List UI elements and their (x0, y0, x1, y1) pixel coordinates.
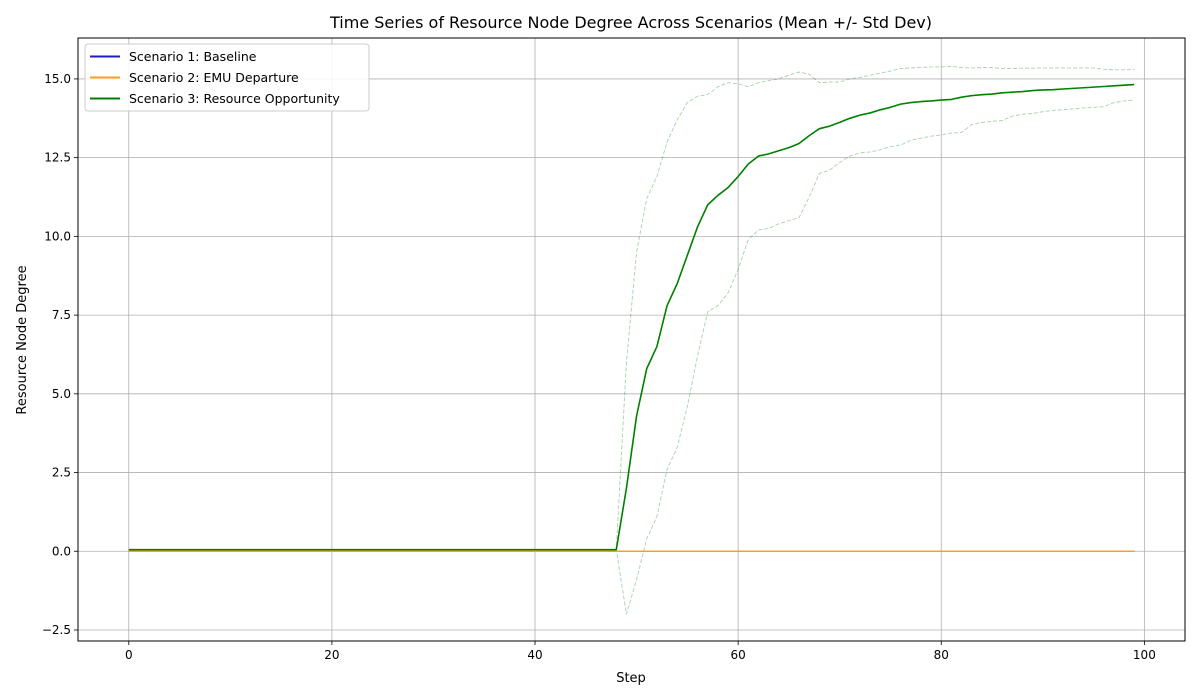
y-tick-label: 10.0 (44, 229, 71, 243)
series-lower-std-resource-opportunity (128, 99, 1135, 615)
chart-title: Time Series of Resource Node Degree Acro… (329, 13, 932, 32)
y-tick-label: −2.5 (42, 623, 71, 637)
x-tick-label: 20 (324, 648, 339, 662)
series-layer (128, 65, 1135, 615)
x-tick-label: 100 (1133, 648, 1156, 662)
y-tick-label: 7.5 (52, 308, 71, 322)
y-axis-label: Resource Node Degree (15, 265, 30, 414)
legend-label-baseline: Scenario 1: Baseline (129, 49, 257, 64)
x-tick-label: 60 (730, 648, 745, 662)
legend-label-resource-opportunity: Scenario 3: Resource Opportunity (129, 91, 340, 106)
x-tick-label: 0 (125, 648, 133, 662)
y-tick-label: 12.5 (44, 151, 71, 165)
plot-frame (77, 37, 1186, 642)
legend: Scenario 1: Baseline Scenario 2: EMU Dep… (84, 43, 370, 112)
series-line-resource-opportunity (128, 83, 1135, 551)
legend-box (84, 43, 370, 112)
y-axis: −2.5 0.0 2.5 5.0 7.5 10.0 12.5 15.0 (42, 72, 78, 637)
y-tick-label: 0.0 (52, 544, 71, 558)
x-axis-label: Step (616, 671, 646, 686)
series-upper-std-resource-opportunity (128, 65, 1135, 551)
legend-label-emu-departure: Scenario 2: EMU Departure (129, 70, 299, 85)
x-tick-label: 40 (527, 648, 542, 662)
plot-background (78, 38, 1185, 641)
y-tick-label: 2.5 (52, 466, 71, 480)
y-tick-label: 5.0 (52, 387, 71, 401)
y-tick-label: 15.0 (44, 72, 71, 86)
x-axis: 0 20 40 60 80 100 (125, 641, 1156, 662)
x-tick-label: 80 (934, 648, 949, 662)
